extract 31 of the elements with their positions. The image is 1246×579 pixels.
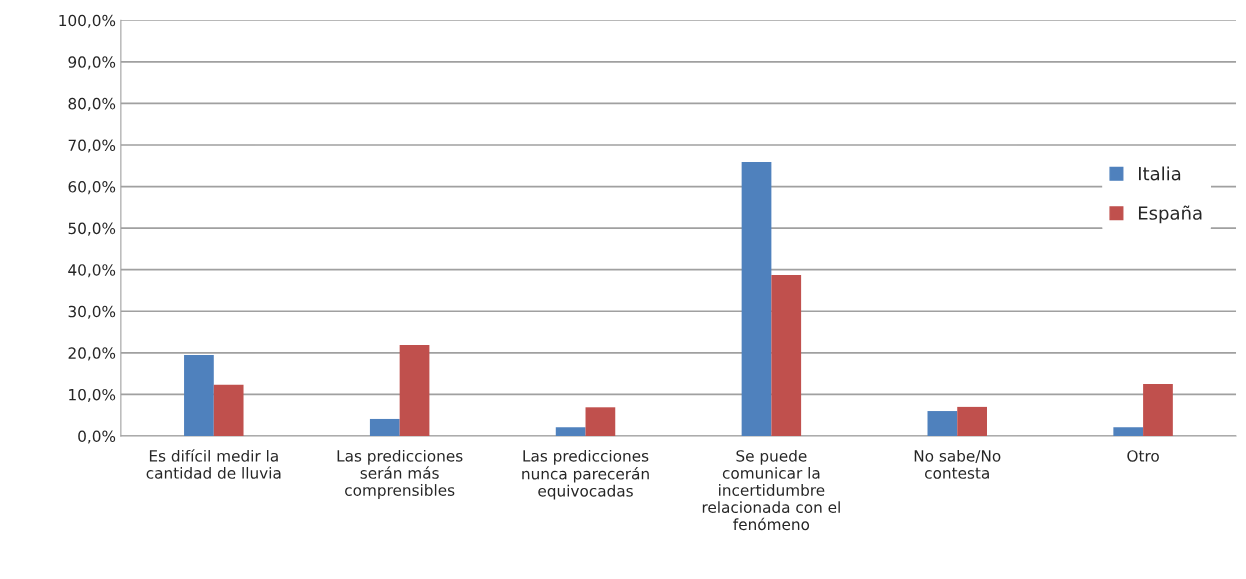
y-tick-label: 60,0%: [68, 181, 116, 195]
bar: [1143, 384, 1173, 436]
bar: [957, 406, 987, 436]
y-tick-label: 80,0%: [68, 97, 116, 111]
y-tick-label: 40,0%: [68, 264, 116, 278]
legend-label: España: [1138, 205, 1202, 224]
x-tick-label: Otro: [1127, 450, 1159, 462]
x-tick-label: Es difícil medir la cantidad de lluvia: [146, 449, 281, 479]
bar: [741, 162, 772, 436]
x-tick-label: Se puede comunicar la incertidumbre relacionada con el fenómeno: [702, 449, 840, 531]
y-tick-label: 20,0%: [68, 347, 116, 361]
bar: [771, 275, 802, 436]
x-tick-label: Las predicciones nunca parecerán equivocadas: [522, 449, 649, 500]
y-tick-label: 10,0%: [69, 388, 116, 402]
bar: [213, 384, 244, 436]
y-tick-label: 0,0%: [78, 430, 116, 444]
y-tick-label: 50,0%: [68, 222, 116, 236]
y-tick-label: 70,0%: [68, 139, 116, 153]
x-tick-label: No sabe/No contesta: [914, 449, 1001, 479]
y-tick-label: 100,0%: [59, 14, 116, 28]
x-tick-label: Las predicciones serán más comprensibles: [337, 449, 463, 499]
bar: [369, 418, 400, 436]
bar: [585, 407, 616, 436]
bar: [184, 354, 214, 436]
bar: [399, 344, 430, 436]
legend-label: Italia: [1138, 166, 1181, 181]
y-tick-label: 30,0%: [68, 305, 116, 319]
bar: [1113, 427, 1144, 436]
bar: [555, 427, 586, 436]
y-tick-label: 90,0%: [68, 56, 116, 70]
bar: [927, 411, 958, 436]
